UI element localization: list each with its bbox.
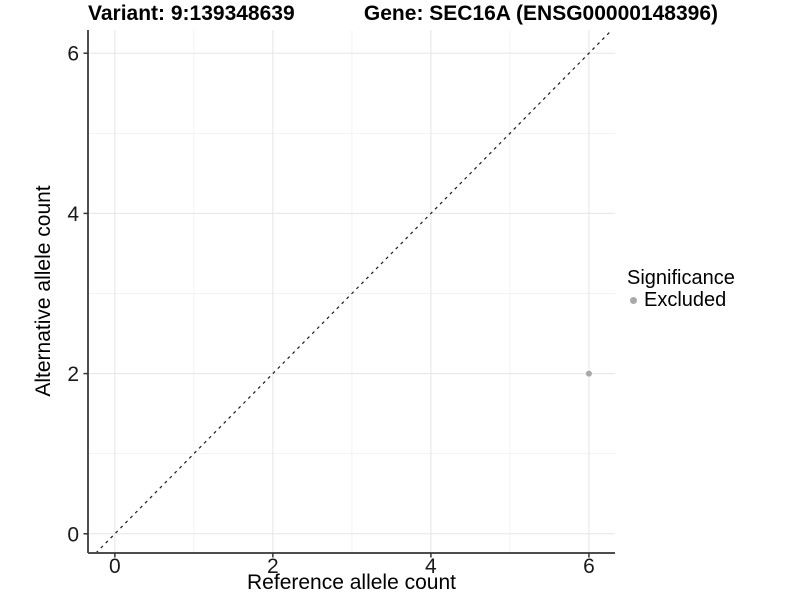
legend-title: Significance xyxy=(627,267,735,289)
gene-title: Gene: SEC16A (ENSG00000148396) xyxy=(363,2,718,25)
x-tick-label: 6 xyxy=(583,555,595,578)
legend: Significance Excluded xyxy=(627,268,735,311)
x-axis-title: Reference allele count xyxy=(247,571,456,594)
x-tick-label: 4 xyxy=(425,555,437,578)
legend-item-label: Excluded xyxy=(644,289,727,311)
y-axis-title: Alternative allele count xyxy=(32,185,55,397)
x-tick-label: 0 xyxy=(109,555,121,578)
y-tick-label: 2 xyxy=(67,363,79,386)
chart-titles: Variant: 9:139348639 Gene: SEC16A (ENSG0… xyxy=(88,2,718,26)
y-tick-label: 6 xyxy=(67,43,79,66)
plot-svg: 0 2 4 6 0 2 4 6 xyxy=(67,29,615,578)
legend-item-excluded: Excluded xyxy=(627,290,735,311)
y-tick-label: 0 xyxy=(67,523,79,546)
variant-title: Variant: 9:139348639 xyxy=(88,2,295,25)
y-tick-label: 4 xyxy=(67,203,79,226)
legend-point-swatch xyxy=(630,297,637,304)
data-point xyxy=(585,370,592,377)
identity-line xyxy=(95,29,613,554)
x-tick-label: 2 xyxy=(267,555,279,578)
